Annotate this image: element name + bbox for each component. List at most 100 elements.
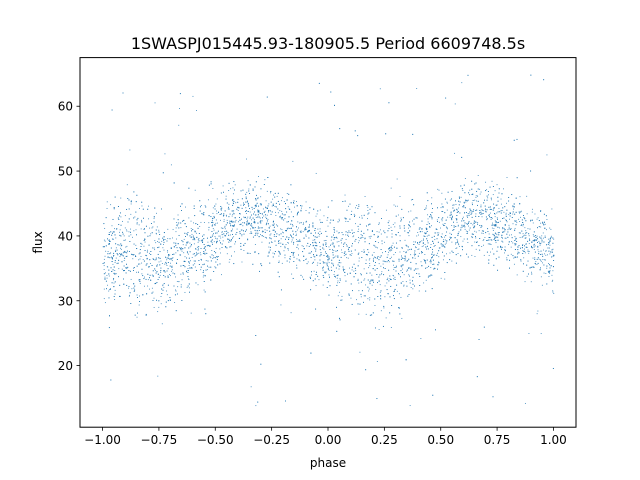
data-point: [145, 225, 147, 227]
data-point: [272, 256, 274, 258]
data-point: [192, 229, 194, 231]
data-point: [315, 285, 317, 287]
data-point: [319, 234, 321, 235]
data-point: [444, 198, 446, 200]
data-point: [135, 211, 137, 213]
data-point: [417, 243, 419, 245]
data-point: [198, 240, 200, 242]
data-point: [510, 234, 512, 236]
data-point: [247, 180, 249, 182]
data-point: [274, 231, 276, 233]
data-point: [269, 249, 271, 251]
data-point: [527, 249, 529, 251]
data-point: [290, 184, 292, 186]
data-point: [367, 218, 368, 220]
data-point: [241, 261, 243, 263]
data-point: [285, 230, 286, 232]
data-point: [399, 251, 401, 253]
data-point: [274, 251, 276, 252]
data-point: [475, 213, 477, 215]
data-point: [374, 256, 376, 258]
data-point: [530, 74, 532, 76]
data-point: [505, 219, 507, 221]
data-point: [400, 276, 401, 278]
data-point: [108, 244, 110, 245]
data-point: [160, 260, 162, 262]
data-point: [305, 258, 307, 260]
data-point: [203, 222, 205, 223]
data-point: [464, 192, 466, 194]
data-point: [363, 295, 365, 297]
data-point: [328, 262, 330, 264]
data-point: [240, 245, 242, 247]
data-point: [365, 284, 367, 286]
data-point: [372, 279, 374, 281]
data-point: [251, 219, 252, 221]
data-point: [379, 229, 381, 231]
data-point: [188, 261, 190, 262]
data-point: [283, 201, 285, 202]
data-point: [522, 244, 524, 246]
data-point: [268, 227, 270, 229]
data-point: [188, 278, 190, 280]
data-point: [219, 235, 221, 237]
data-point: [533, 239, 535, 241]
data-point: [421, 252, 423, 254]
data-point: [117, 262, 119, 264]
data-point: [456, 218, 458, 220]
data-point: [427, 248, 429, 250]
data-point: [103, 268, 105, 270]
data-point: [393, 291, 395, 292]
data-point: [133, 191, 135, 193]
data-point: [368, 224, 370, 226]
data-point: [120, 224, 122, 226]
data-point: [160, 271, 162, 273]
data-point: [173, 218, 175, 220]
data-point: [189, 291, 190, 293]
data-point: [303, 260, 305, 262]
data-point: [198, 238, 200, 240]
data-point: [524, 252, 526, 254]
data-point: [187, 271, 189, 273]
data-point: [281, 197, 283, 199]
data-point: [332, 252, 334, 254]
data-point: [234, 251, 235, 253]
data-point: [318, 82, 320, 84]
data-point: [189, 262, 190, 264]
data-point: [312, 223, 314, 225]
data-point: [254, 244, 256, 245]
data-point: [551, 256, 553, 258]
data-point: [157, 241, 159, 242]
data-point: [319, 241, 321, 243]
data-point: [206, 237, 208, 239]
data-point: [345, 244, 347, 246]
data-point: [368, 236, 370, 238]
data-point: [308, 237, 310, 239]
data-point: [410, 261, 412, 263]
data-point: [223, 233, 225, 235]
data-point: [248, 252, 250, 254]
data-point: [391, 305, 393, 306]
data-point: [487, 228, 489, 230]
data-point: [473, 220, 475, 222]
data-point: [308, 230, 310, 232]
data-point: [114, 196, 116, 198]
data-point: [338, 218, 340, 220]
data-point: [218, 256, 219, 257]
data-point: [231, 255, 232, 257]
data-point: [108, 275, 110, 277]
data-point: [196, 253, 198, 255]
data-point: [455, 247, 457, 249]
data-point: [488, 214, 490, 216]
data-point: [369, 297, 371, 299]
data-point: [454, 152, 456, 154]
data-point: [501, 210, 503, 211]
data-point: [260, 222, 262, 224]
data-point: [419, 275, 421, 277]
data-point: [239, 233, 241, 235]
data-point: [180, 227, 182, 229]
data-point: [344, 251, 346, 253]
data-point: [313, 208, 315, 210]
data-point: [531, 247, 533, 249]
data-point: [437, 252, 438, 254]
